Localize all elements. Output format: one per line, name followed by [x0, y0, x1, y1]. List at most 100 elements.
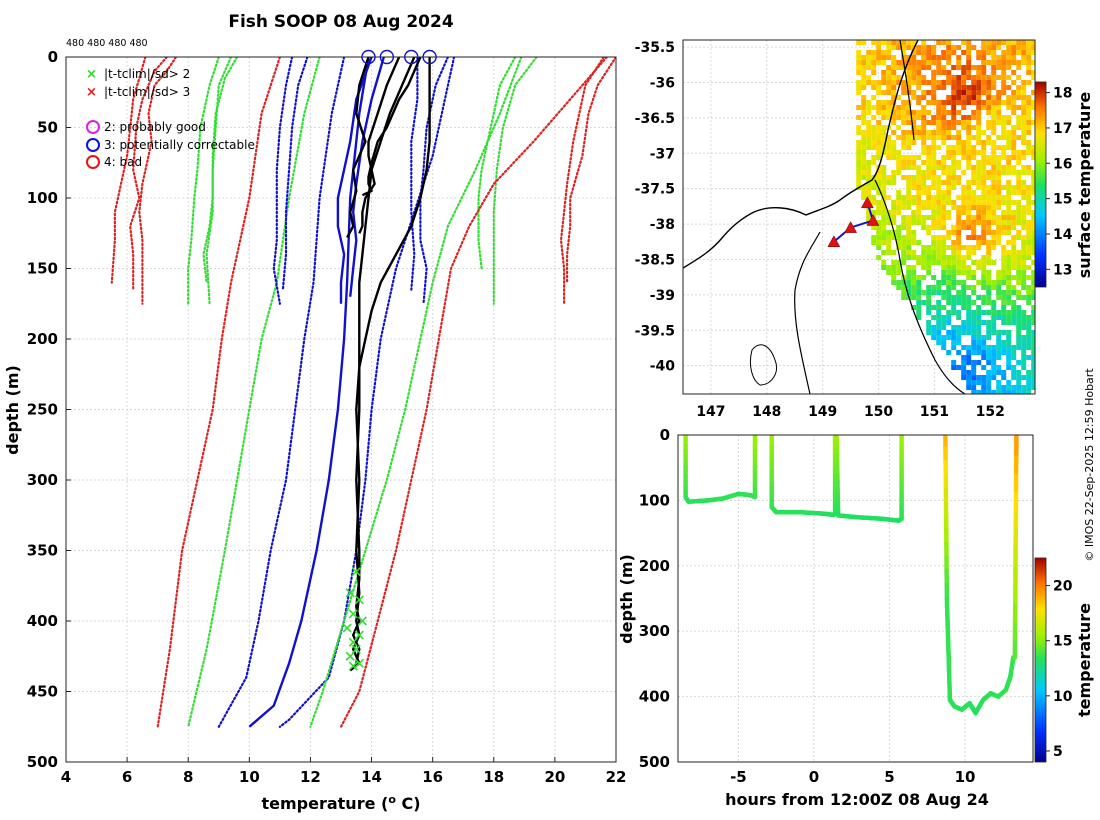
- sst-cell: [986, 110, 992, 115]
- sst-cell: [941, 220, 947, 225]
- sst-cell: [871, 180, 877, 185]
- sst-cell: [891, 75, 897, 80]
- sst-cell: [891, 90, 897, 95]
- sst-cell: [926, 150, 932, 155]
- sst-cell: [1026, 250, 1032, 255]
- sst-cell: [1021, 45, 1027, 50]
- sst-cell: [876, 180, 882, 185]
- sst-cell: [896, 230, 902, 235]
- sst-cell: [911, 75, 917, 80]
- sst-cell: [956, 160, 962, 165]
- sst-cell: [936, 255, 942, 260]
- sst-cell: [1016, 40, 1022, 45]
- sst-cell: [986, 95, 992, 100]
- sst-cell: [1016, 205, 1022, 210]
- sst-cell: [936, 285, 942, 290]
- sst-cell: [886, 70, 892, 75]
- sst-cell: [936, 250, 942, 255]
- sst-cell: [1011, 80, 1017, 85]
- sst-cell: [936, 195, 942, 200]
- sst-cell: [861, 105, 867, 110]
- sst-cell: [936, 315, 942, 320]
- sst-cell: [966, 200, 972, 205]
- sst-cell: [1026, 110, 1032, 115]
- sst-cell: [1026, 230, 1032, 235]
- sst-cell: [966, 295, 972, 300]
- sst-cell: [861, 195, 867, 200]
- sst-cell: [981, 90, 987, 95]
- td-x-ticks: -5 0 5 10: [730, 768, 975, 786]
- sst-cell: [901, 55, 907, 60]
- sst-cell: [886, 150, 892, 155]
- sst-cell: [1001, 320, 1007, 325]
- sst-cell: [886, 55, 892, 60]
- sst-cell: [856, 115, 862, 120]
- sst-cell: [906, 235, 912, 240]
- sst-cell: [966, 95, 972, 100]
- sst-cell: [1021, 135, 1027, 140]
- sst-cell: [951, 265, 957, 270]
- sst-cell: [886, 270, 892, 275]
- watermark: © IMOS 22-Sep-2025 12:59 Hobart: [1083, 368, 1096, 562]
- sst-cell: [881, 205, 887, 210]
- sst-cell: [936, 280, 942, 285]
- sst-cell: [906, 245, 912, 250]
- sst-cell: [1031, 40, 1035, 45]
- sst-cell: [991, 330, 997, 335]
- sst-cell: [966, 120, 972, 125]
- sst-cell: [881, 70, 887, 75]
- sst-cell: [991, 80, 997, 85]
- sst-cell: [981, 75, 987, 80]
- sst-cell: [921, 290, 927, 295]
- climatology-line: [187, 57, 220, 305]
- sst-cell: [961, 285, 967, 290]
- sst-cell: [866, 50, 872, 55]
- sst-cell: [1006, 230, 1012, 235]
- sst-cell: [906, 75, 912, 80]
- sst-cell: [881, 235, 887, 240]
- sst-cell: [1001, 220, 1007, 225]
- sst-cell: [871, 200, 877, 205]
- sst-cell: [926, 60, 932, 65]
- sst-cell: [936, 180, 942, 185]
- sst-cell: [936, 220, 942, 225]
- map-x-tick-label: 149: [808, 404, 837, 420]
- sst-cell: [881, 200, 887, 205]
- sst-cell: [1006, 340, 1012, 345]
- sst-cell: [881, 185, 887, 190]
- sst-cell: [896, 260, 902, 265]
- sst-cell: [941, 195, 947, 200]
- legend-marker-x-red: ×: [86, 85, 97, 100]
- sst-cell: [941, 125, 947, 130]
- map-x-tick-label: 150: [864, 404, 893, 420]
- flag-x-marker: [354, 658, 364, 668]
- sst-cell: [906, 110, 912, 115]
- sst-cell: [966, 315, 972, 320]
- sst-cell: [956, 325, 962, 330]
- sst-cell: [956, 180, 962, 185]
- sst-cell: [881, 225, 887, 230]
- sst-cell: [1026, 140, 1032, 145]
- sst-cell: [941, 55, 947, 60]
- sst-cell: [986, 210, 992, 215]
- sst-cell: [1011, 290, 1017, 295]
- sst-cell: [981, 260, 987, 265]
- td-y-tick-label: 400: [639, 688, 670, 706]
- y-tick-label: 50: [37, 119, 58, 137]
- sst-cell: [926, 50, 932, 55]
- ship-position-marker: [844, 221, 858, 233]
- sst-cell: [941, 340, 947, 345]
- sst-cell: [936, 260, 942, 265]
- sst-cell: [1026, 105, 1032, 110]
- sst-cell: [1011, 135, 1017, 140]
- map-y-tick-label: -39.5: [635, 323, 675, 339]
- sst-cell: [1006, 390, 1012, 394]
- sst-cell: [976, 55, 982, 60]
- sst-cell: [1001, 195, 1007, 200]
- sst-cell: [921, 190, 927, 195]
- sst-cell: [921, 105, 927, 110]
- sst-cell: [956, 80, 962, 85]
- sst-cell: [901, 160, 907, 165]
- sst-cell: [946, 95, 952, 100]
